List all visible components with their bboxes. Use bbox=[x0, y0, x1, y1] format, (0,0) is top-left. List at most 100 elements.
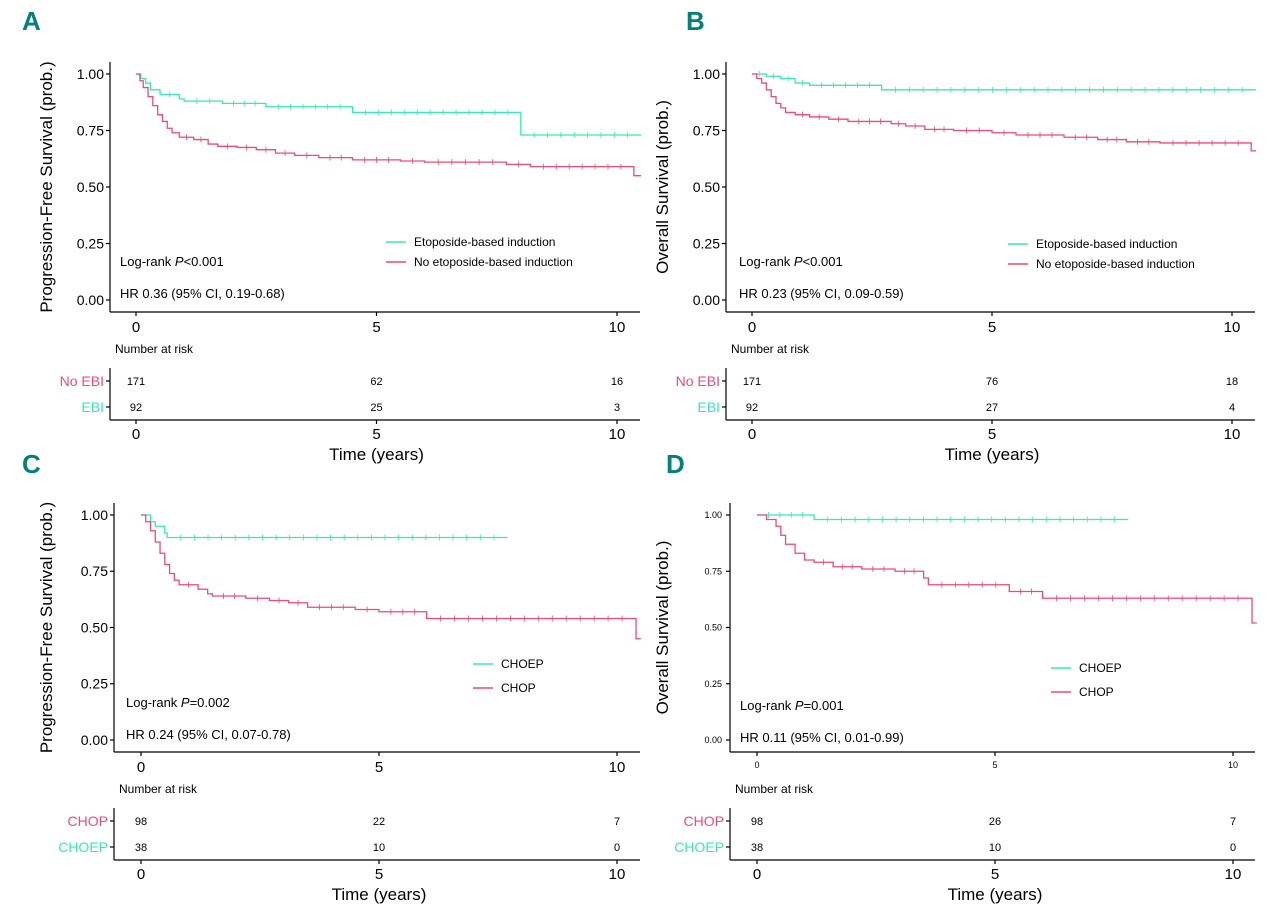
logrank-text: Log-rank P<0.001 bbox=[739, 254, 843, 269]
y-axis-title: Progression-Free Survival (prob.) bbox=[37, 61, 56, 312]
risk-value: 25 bbox=[370, 402, 382, 414]
y-tick-label: 0.50 bbox=[693, 179, 720, 195]
series-line-1 bbox=[136, 73, 642, 177]
y-tick-label: 0.75 bbox=[81, 563, 108, 579]
risk-value: 0 bbox=[614, 842, 620, 854]
panel-label: C bbox=[22, 449, 41, 479]
risk-x-tick-label: 10 bbox=[609, 866, 626, 883]
risk-x-tick-label: 0 bbox=[748, 426, 756, 443]
x-axis-title: Time (years) bbox=[945, 445, 1040, 464]
y-tick-label: 0.75 bbox=[693, 122, 720, 138]
y-tick-label: 0.25 bbox=[81, 676, 108, 692]
risk-x-tick-label: 5 bbox=[988, 426, 996, 443]
y-axis-title: Overall Survival (prob.) bbox=[653, 541, 672, 715]
panel-label: D bbox=[666, 449, 685, 479]
risk-row-label: CHOP bbox=[68, 813, 108, 829]
risk-x-tick-label: 5 bbox=[991, 866, 999, 883]
risk-title: Number at risk bbox=[735, 782, 814, 796]
x-tick-label: 5 bbox=[375, 759, 383, 776]
y-tick-label: 1.00 bbox=[81, 507, 108, 523]
x-axis-title: Time (years) bbox=[329, 445, 424, 464]
x-axis-title: Time (years) bbox=[948, 885, 1043, 904]
risk-value: 4 bbox=[1229, 402, 1235, 414]
y-tick-label: 1.00 bbox=[704, 510, 722, 520]
hr-text: HR 0.11 (95% CI, 0.01-0.99) bbox=[740, 730, 904, 745]
logrank-prefix: Log-rank bbox=[739, 254, 794, 269]
risk-row-label: EBI bbox=[697, 399, 720, 415]
logrank-value: =0.001 bbox=[804, 698, 844, 713]
y-tick-label: 1.00 bbox=[693, 66, 720, 82]
risk-x-tick-label: 10 bbox=[1224, 426, 1241, 443]
risk-value: 171 bbox=[127, 376, 145, 388]
y-tick-label: 0.75 bbox=[704, 566, 722, 576]
risk-value: 38 bbox=[135, 842, 147, 854]
y-tick-label: 0.00 bbox=[693, 292, 720, 308]
logrank-p: P bbox=[181, 695, 190, 710]
panel-b: B 0.00 0.25 0.50 0.75 1.00 0 5 10 Overall Surviva… bbox=[653, 6, 1256, 464]
risk-value: 0 bbox=[1230, 842, 1236, 854]
legend-label: Etoposide-based induction bbox=[1036, 237, 1177, 251]
x-tick-label: 0 bbox=[137, 759, 145, 776]
y-tick-label: 0.25 bbox=[77, 235, 104, 251]
logrank-value: <0.001 bbox=[803, 254, 843, 269]
risk-value: 98 bbox=[751, 816, 763, 828]
x-tick-label: 0 bbox=[754, 760, 759, 770]
y-tick-label: 0.00 bbox=[704, 735, 722, 745]
risk-value: 92 bbox=[746, 402, 758, 414]
risk-value: 22 bbox=[373, 816, 385, 828]
panel-c: C 0.00 0.25 0.50 0.75 1.00 0 5 10 Progression-Fre… bbox=[22, 449, 641, 904]
y-axis-title: Overall Survival (prob.) bbox=[653, 100, 672, 274]
logrank-p: P bbox=[175, 254, 184, 269]
risk-x-tick-label: 5 bbox=[375, 866, 383, 883]
risk-value: 10 bbox=[373, 842, 385, 854]
series-line-1 bbox=[757, 514, 1257, 624]
risk-value: 10 bbox=[989, 842, 1001, 854]
risk-x-tick-label: 10 bbox=[1225, 866, 1242, 883]
risk-title: Number at risk bbox=[115, 342, 194, 356]
y-tick-label: 0.25 bbox=[693, 235, 720, 251]
y-tick-label: 0.50 bbox=[77, 179, 104, 195]
logrank-prefix: Log-rank bbox=[120, 254, 175, 269]
risk-row-label: CHOEP bbox=[674, 839, 724, 855]
risk-value: 76 bbox=[986, 376, 998, 388]
risk-row-label: EBI bbox=[81, 399, 104, 415]
x-tick-label: 10 bbox=[609, 759, 626, 776]
risk-value: 7 bbox=[614, 816, 620, 828]
series-line-0 bbox=[136, 73, 642, 136]
y-tick-label: 0.50 bbox=[704, 623, 722, 633]
logrank-p: P bbox=[795, 698, 804, 713]
logrank-value: =0.002 bbox=[190, 695, 230, 710]
y-tick-label: 1.00 bbox=[77, 66, 104, 82]
x-tick-label: 0 bbox=[748, 319, 756, 336]
x-tick-label: 10 bbox=[1228, 760, 1238, 770]
series-line-0 bbox=[757, 514, 1129, 521]
risk-value: 3 bbox=[614, 402, 620, 414]
panel-d: D 0.00 0.25 0.50 0.75 1.00 0 5 10 Overall Surviva… bbox=[653, 449, 1257, 904]
risk-row-label: CHOEP bbox=[58, 839, 108, 855]
x-tick-label: 5 bbox=[372, 319, 380, 336]
logrank-prefix: Log-rank bbox=[126, 695, 181, 710]
risk-value: 38 bbox=[751, 842, 763, 854]
legend-label: CHOP bbox=[1079, 685, 1114, 699]
risk-value: 171 bbox=[743, 376, 761, 388]
hr-text: HR 0.23 (95% CI, 0.09-0.59) bbox=[739, 286, 904, 301]
risk-title: Number at risk bbox=[119, 782, 198, 796]
x-tick-label: 10 bbox=[609, 319, 626, 336]
panel-label: B bbox=[686, 6, 705, 36]
risk-x-tick-label: 0 bbox=[132, 426, 140, 443]
risk-title: Number at risk bbox=[731, 342, 810, 356]
risk-value: 18 bbox=[1226, 376, 1238, 388]
risk-x-tick-label: 0 bbox=[137, 866, 145, 883]
hr-text: HR 0.24 (95% CI, 0.07-0.78) bbox=[126, 727, 291, 742]
logrank-prefix: Log-rank bbox=[740, 698, 795, 713]
legend-label: No etoposide-based induction bbox=[414, 255, 573, 269]
risk-x-tick-label: 10 bbox=[609, 426, 626, 443]
risk-x-tick-label: 5 bbox=[372, 426, 380, 443]
risk-value: 7 bbox=[1230, 816, 1236, 828]
y-tick-label: 0.00 bbox=[77, 292, 104, 308]
risk-value: 92 bbox=[130, 402, 142, 414]
y-tick-label: 0.25 bbox=[704, 679, 722, 689]
x-tick-label: 5 bbox=[992, 760, 997, 770]
logrank-text: Log-rank P<0.001 bbox=[120, 254, 224, 269]
